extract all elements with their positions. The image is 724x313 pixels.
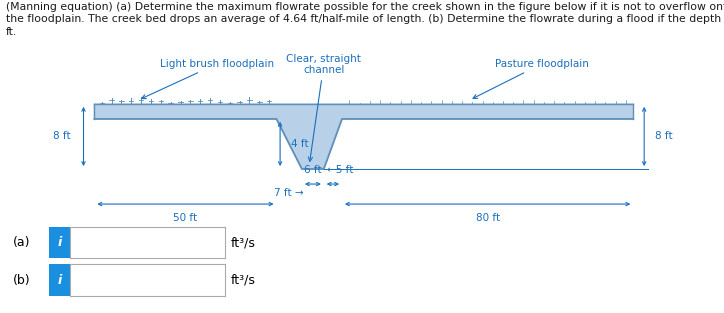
Text: ft³/s: ft³/s [230,274,255,287]
Polygon shape [94,104,634,169]
Text: 80 ft: 80 ft [476,213,500,223]
Text: Clear, straight
channel: Clear, straight channel [287,54,361,161]
Text: Pasture floodplain: Pasture floodplain [473,59,589,98]
Text: (a): (a) [13,236,30,249]
Text: ←5 ft: ←5 ft [327,165,354,175]
Text: (Manning equation) (a) Determine the maximum flowrate possible for the creek sho: (Manning equation) (a) Determine the max… [6,2,724,12]
Text: the floodplain. The creek bed drops an average of 4.64 ft/half-mile of length. (: the floodplain. The creek bed drops an a… [6,14,724,24]
Text: 8 ft: 8 ft [655,131,673,141]
Text: Light brush floodplain: Light brush floodplain [142,59,274,99]
Text: (b): (b) [13,274,30,287]
Text: ft.: ft. [6,27,17,37]
Text: i: i [57,274,62,287]
Text: 4 ft: 4 ft [291,139,308,149]
Text: i: i [57,236,62,249]
Text: 7 ft →: 7 ft → [274,188,304,198]
Text: 50 ft: 50 ft [173,213,198,223]
Text: 6 ft: 6 ft [304,165,321,175]
Text: 8 ft: 8 ft [53,131,71,141]
Text: ft³/s: ft³/s [230,236,255,249]
